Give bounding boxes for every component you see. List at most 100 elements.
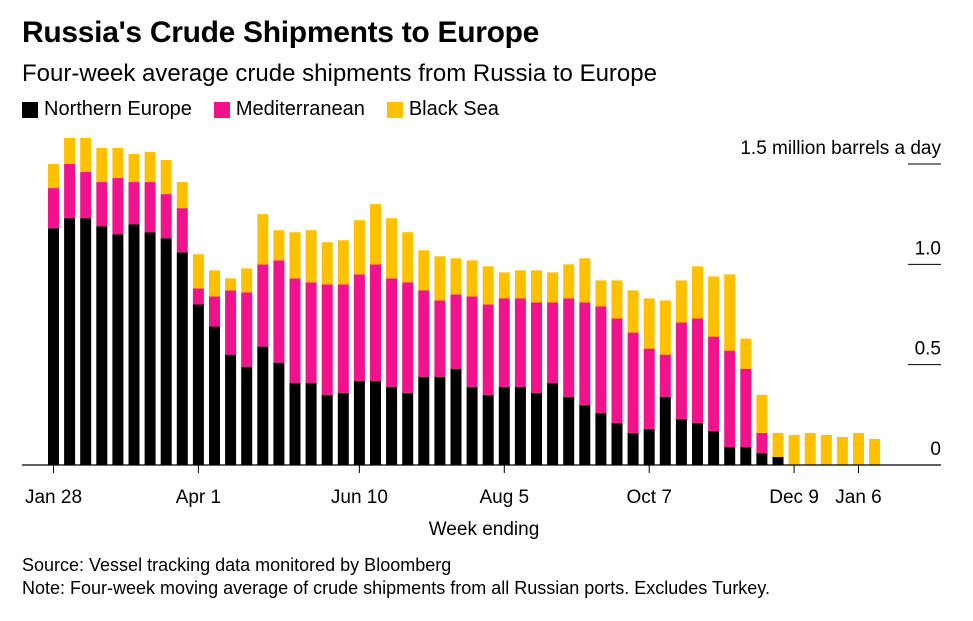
chart-subtitle: Four-week average crude shipments from R… bbox=[22, 60, 657, 87]
bar-mediterranean bbox=[64, 164, 76, 219]
bar-mediterranean bbox=[96, 182, 108, 227]
bar-mediterranean bbox=[353, 274, 365, 381]
bar-black-sea bbox=[192, 254, 204, 289]
bar-mediterranean bbox=[756, 432, 768, 453]
bar-black-sea bbox=[820, 434, 832, 465]
bar-northern-europe bbox=[96, 226, 108, 465]
bar-mediterranean bbox=[563, 298, 575, 397]
bar-northern-europe bbox=[675, 418, 687, 465]
bar-mediterranean bbox=[386, 278, 398, 387]
bar-northern-europe bbox=[595, 412, 607, 465]
bar-northern-europe bbox=[531, 392, 542, 465]
bar-northern-europe bbox=[466, 386, 478, 465]
bar-mediterranean bbox=[144, 182, 156, 233]
bar-northern-europe bbox=[241, 366, 253, 465]
bar-black-sea bbox=[643, 298, 655, 349]
bar-mediterranean bbox=[48, 188, 59, 229]
x-tick-label: Dec 9 bbox=[769, 487, 819, 508]
y-tick-label: 0.5 bbox=[915, 339, 941, 360]
bar-northern-europe bbox=[160, 238, 172, 465]
bar-black-sea bbox=[547, 272, 559, 303]
bar-northern-europe bbox=[273, 362, 285, 465]
y-tick-label: 0 bbox=[930, 439, 941, 460]
bar-black-sea bbox=[48, 164, 59, 189]
bar-mediterranean bbox=[627, 332, 639, 433]
bar-northern-europe bbox=[611, 422, 623, 465]
bar-mediterranean bbox=[209, 296, 220, 327]
legend-label-black-sea: Black Sea bbox=[408, 98, 499, 120]
bar-mediterranean bbox=[337, 284, 349, 393]
bar-northern-europe bbox=[192, 304, 204, 465]
bar-northern-europe bbox=[289, 382, 301, 465]
bar-black-sea bbox=[498, 272, 510, 299]
bar-mediterranean bbox=[176, 208, 188, 253]
bar-mediterranean bbox=[128, 182, 140, 225]
bar-black-sea bbox=[305, 230, 317, 283]
bar-black-sea bbox=[112, 147, 124, 179]
bar-mediterranean bbox=[225, 290, 237, 355]
bar-mediterranean bbox=[531, 302, 542, 393]
bar-black-sea bbox=[289, 232, 301, 279]
bar-black-sea bbox=[209, 270, 220, 297]
bar-mediterranean bbox=[659, 354, 671, 397]
legend: Northern Europe Mediterranean Black Sea bbox=[22, 98, 499, 121]
bar-black-sea bbox=[869, 438, 881, 465]
bar-mediterranean bbox=[740, 368, 752, 447]
bar-mediterranean bbox=[305, 282, 317, 383]
bar-mediterranean bbox=[514, 298, 526, 387]
bar-black-sea bbox=[241, 268, 253, 293]
bar-black-sea bbox=[563, 264, 575, 299]
bar-mediterranean bbox=[160, 194, 172, 239]
bar-mediterranean bbox=[192, 288, 204, 305]
bar-northern-europe bbox=[659, 396, 671, 465]
bar-black-sea bbox=[482, 266, 494, 305]
bar-northern-europe bbox=[48, 228, 59, 465]
bar-mediterranean bbox=[80, 172, 92, 219]
bar-northern-europe bbox=[80, 218, 92, 465]
legend-swatch-northern-europe bbox=[22, 101, 38, 118]
bar-black-sea bbox=[659, 300, 671, 355]
bar-northern-europe bbox=[692, 422, 703, 465]
bar-northern-europe bbox=[772, 456, 784, 465]
bar-black-sea bbox=[176, 182, 188, 209]
bar-black-sea bbox=[353, 220, 365, 275]
bar-mediterranean bbox=[321, 284, 333, 395]
bar-black-sea bbox=[531, 270, 542, 303]
legend-swatch-mediterranean bbox=[213, 101, 230, 118]
bar-northern-europe bbox=[627, 432, 639, 465]
bar-northern-europe bbox=[450, 368, 462, 465]
bar-black-sea bbox=[836, 436, 848, 465]
bar-northern-europe bbox=[724, 446, 736, 465]
bar-black-sea bbox=[466, 260, 478, 297]
bar-northern-europe bbox=[514, 386, 526, 465]
bar-northern-europe bbox=[434, 376, 446, 465]
bar-northern-europe bbox=[176, 252, 188, 465]
bar-black-sea bbox=[273, 230, 285, 261]
legend-item-black-sea: Black Sea bbox=[386, 98, 499, 121]
bar-black-sea bbox=[675, 280, 687, 323]
bar-black-sea bbox=[772, 432, 784, 457]
source-note: Source: Vessel tracking data monitored b… bbox=[22, 555, 452, 575]
bar-mediterranean bbox=[611, 318, 623, 423]
bar-northern-europe bbox=[209, 326, 220, 465]
bar-black-sea bbox=[595, 280, 607, 307]
bar-mediterranean bbox=[466, 296, 478, 387]
bar-northern-europe bbox=[112, 234, 124, 465]
bar-mediterranean bbox=[724, 350, 736, 447]
bar-mediterranean bbox=[112, 178, 124, 235]
bar-mediterranean bbox=[595, 306, 607, 413]
bar-mediterranean bbox=[643, 348, 655, 429]
bar-northern-europe bbox=[64, 218, 76, 465]
x-tick-label: Jun 10 bbox=[331, 487, 388, 508]
legend-item-northern-europe: Northern Europe bbox=[22, 98, 192, 121]
bar-black-sea bbox=[386, 218, 398, 279]
bar-northern-europe bbox=[225, 354, 237, 465]
bar-northern-europe bbox=[756, 452, 768, 465]
x-tick-label: Jan 6 bbox=[835, 487, 881, 508]
bar-northern-europe bbox=[563, 396, 575, 465]
bar-black-sea bbox=[514, 270, 526, 299]
bar-mediterranean bbox=[289, 278, 301, 383]
bar-mediterranean bbox=[692, 318, 703, 423]
bar-mediterranean bbox=[450, 294, 462, 369]
bar-black-sea bbox=[434, 256, 446, 301]
